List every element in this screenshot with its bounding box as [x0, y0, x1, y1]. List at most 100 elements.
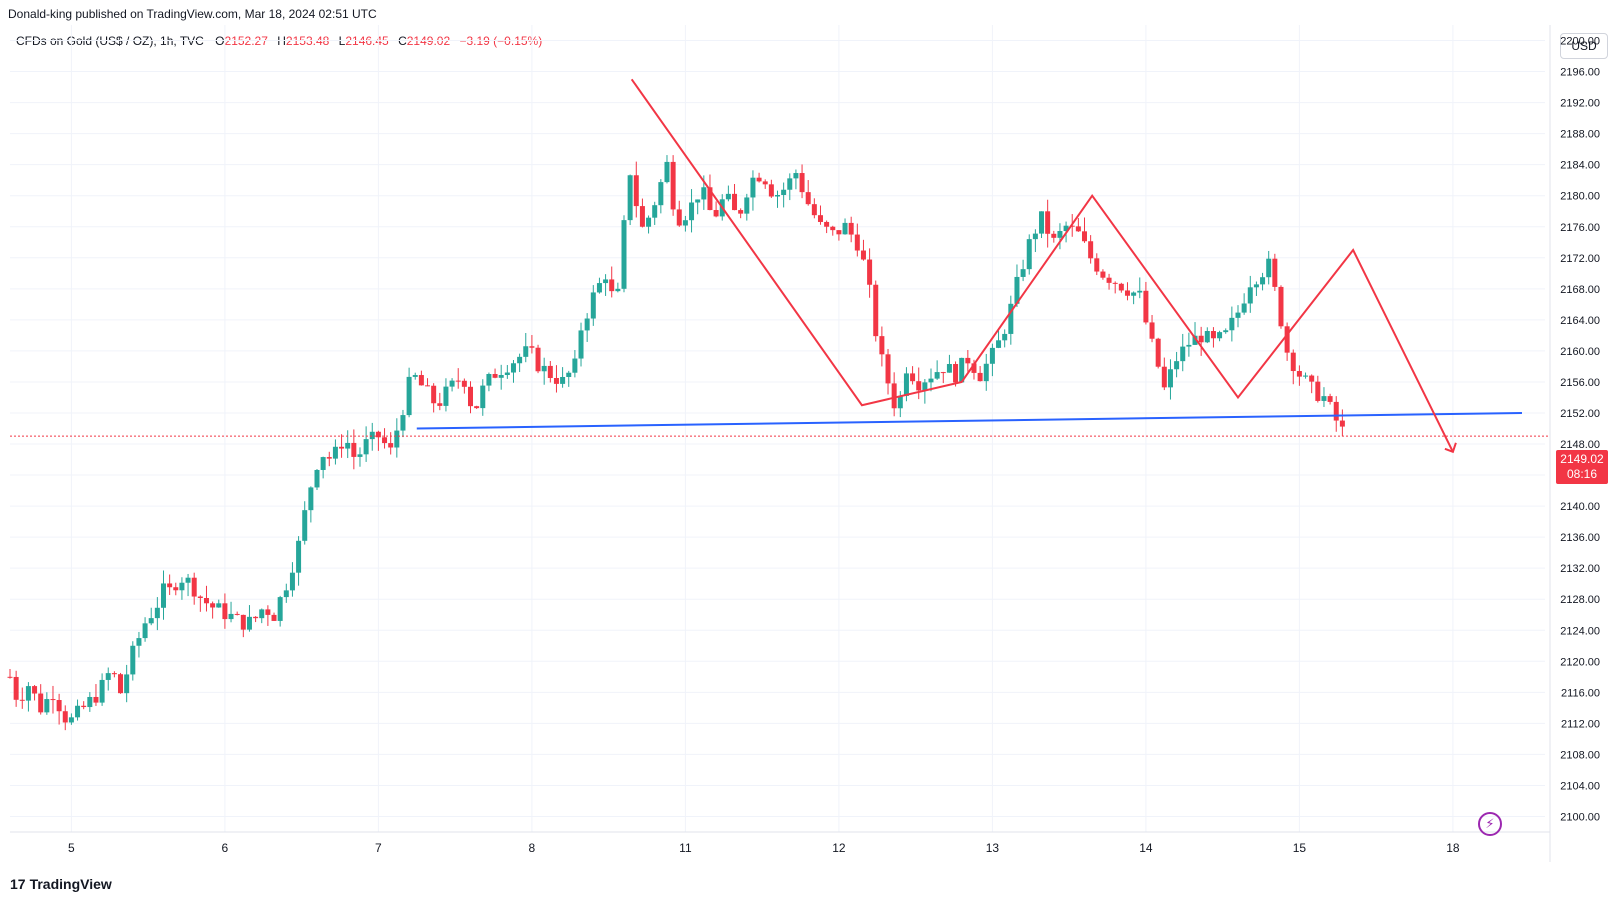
candle-body	[228, 613, 234, 620]
y-tick-label: 2136.00	[1560, 532, 1600, 544]
candle-body	[1247, 287, 1253, 304]
candle-body	[1266, 258, 1272, 278]
candle-body	[609, 279, 615, 292]
candle-body	[1253, 284, 1259, 288]
y-tick-label: 2168.00	[1560, 284, 1600, 296]
candle-body	[971, 363, 977, 373]
countdown: 08:16	[1566, 467, 1598, 481]
candle-body	[1241, 303, 1247, 313]
candle-body	[1174, 361, 1180, 370]
candle-body	[87, 696, 93, 708]
candle-body	[1309, 375, 1315, 382]
candle-body	[830, 226, 836, 231]
y-tick-label: 2152.00	[1560, 408, 1600, 420]
candle-body	[25, 686, 31, 701]
candle-body	[185, 577, 191, 583]
candle-body	[492, 374, 498, 378]
candle-body	[639, 206, 645, 227]
candle-body	[351, 442, 357, 457]
candle-body	[670, 161, 676, 210]
candle-body	[13, 676, 19, 700]
y-tick-label: 2164.00	[1560, 315, 1600, 327]
publisher-caption: Donald-king published on TradingView.com…	[8, 7, 377, 21]
candle-body	[842, 222, 848, 235]
candle-body	[824, 221, 830, 227]
candle-body	[701, 187, 707, 200]
candle-body	[474, 406, 480, 409]
candle-body	[271, 614, 277, 621]
currency-button[interactable]: USD	[1560, 33, 1608, 59]
candle-body	[1223, 330, 1229, 333]
candle-body	[418, 375, 424, 386]
candle-body	[369, 431, 375, 440]
candle-body	[1204, 331, 1210, 343]
zigzag-pattern	[630, 78, 1454, 453]
candle-body	[996, 340, 1002, 348]
candle-body	[658, 182, 664, 206]
candle-body	[1039, 211, 1045, 234]
y-tick-label: 2180.00	[1560, 191, 1600, 203]
candle-body	[928, 378, 934, 383]
candle-body	[867, 259, 873, 285]
candle-body	[105, 673, 111, 680]
flash-icon[interactable]: ⚡	[1478, 812, 1502, 836]
candle-body	[1008, 303, 1014, 334]
candle-body	[1118, 283, 1124, 291]
candle-body	[676, 209, 682, 226]
candle-body	[118, 674, 124, 694]
candle-body	[1161, 366, 1167, 388]
pattern-annotations[interactable]	[10, 78, 1550, 454]
candle-body	[646, 217, 652, 227]
candle-body	[32, 686, 38, 694]
candle-body	[1315, 381, 1321, 401]
candle-body	[75, 705, 81, 718]
tradingview-brand[interactable]: 17 TradingView	[10, 876, 112, 892]
candle-body	[142, 623, 148, 639]
last-price-value: 2149.02	[1560, 452, 1604, 466]
candle-body	[191, 577, 197, 597]
candle-body	[44, 699, 50, 713]
candle-body	[910, 373, 916, 382]
candle-body	[197, 596, 203, 598]
candle-body	[578, 330, 584, 359]
neckline-line	[416, 411, 1522, 430]
candle-body	[713, 210, 719, 217]
candle-body	[345, 442, 351, 449]
candle-body	[879, 336, 885, 355]
candle-body	[265, 609, 271, 615]
candle-body	[234, 613, 240, 615]
candle-body	[68, 717, 74, 723]
candle-body	[946, 364, 952, 373]
candle-body	[1143, 290, 1149, 323]
candle-body	[695, 199, 701, 203]
price-axis[interactable]: 2100.00 2104.00 2108.00 2112.00 2116.00 2120.…	[1560, 36, 1600, 824]
candle-body	[1272, 258, 1278, 287]
candle-body	[529, 346, 535, 348]
candle-body	[768, 184, 774, 197]
candle-body	[775, 194, 780, 197]
y-tick-label: 2196.00	[1560, 67, 1600, 79]
candle-body	[1063, 225, 1069, 232]
candle-body	[332, 446, 338, 459]
time-axis[interactable]: 5 6 7 8 11 12 13 14 15 18	[68, 841, 1460, 855]
y-tick-label: 2140.00	[1560, 501, 1600, 513]
candle-body	[19, 699, 25, 701]
y-tick-label: 2172.00	[1560, 253, 1600, 265]
candle-body	[1333, 401, 1339, 421]
candle-body	[566, 372, 572, 377]
candle-body	[860, 250, 866, 260]
candle-body	[136, 638, 142, 646]
x-tick-label: 8	[529, 841, 536, 855]
candle-body	[1131, 292, 1137, 296]
candle-body	[750, 177, 756, 198]
candle-body	[664, 161, 670, 183]
candle-body	[652, 205, 658, 218]
tradingview-logo-icon: 17	[10, 876, 26, 892]
brand-name: TradingView	[29, 876, 112, 892]
candle-body	[517, 356, 523, 364]
candle-body	[240, 614, 246, 630]
y-tick-label: 2160.00	[1560, 346, 1600, 358]
y-tick-label: 2128.00	[1560, 594, 1600, 606]
candle-body	[781, 189, 787, 195]
